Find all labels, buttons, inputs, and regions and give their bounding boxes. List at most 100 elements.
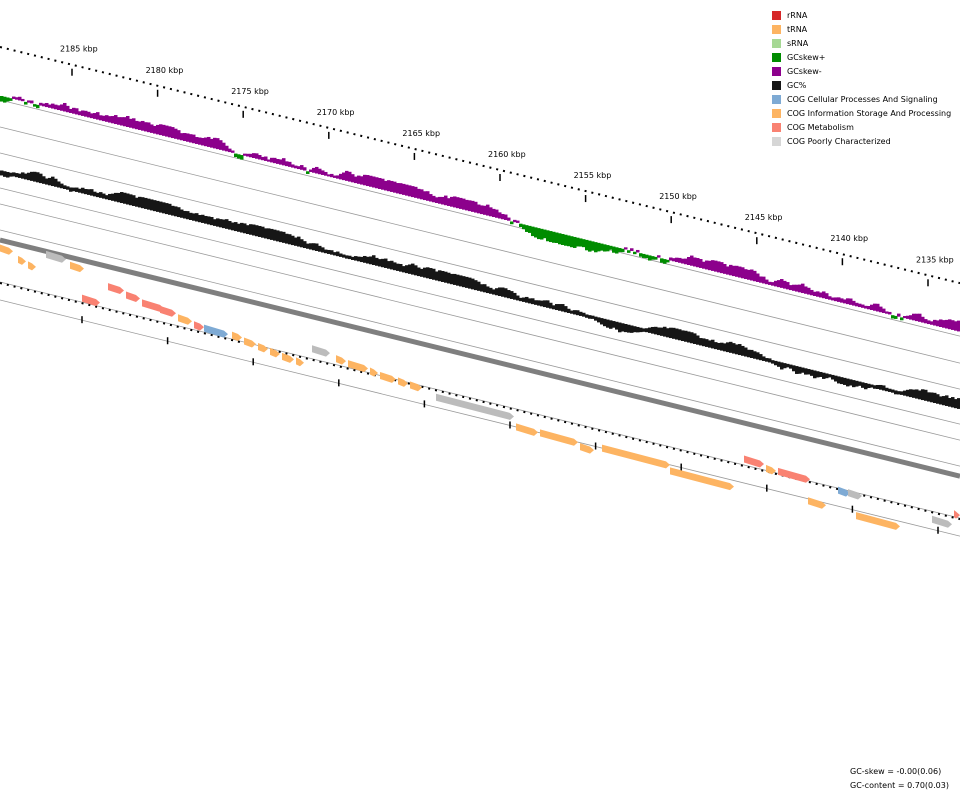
gc-content-bar <box>756 352 760 360</box>
gc-skew-plus-bar <box>528 225 532 233</box>
gc-skew-plus-bar <box>531 226 535 237</box>
gc-skew-minus-bar <box>768 281 772 285</box>
ring-line-5 <box>0 229 960 467</box>
gc-content-bar <box>456 274 460 286</box>
gc-content-bar <box>204 215 208 224</box>
tick-label: 2160 kbp <box>488 150 526 159</box>
gc-content-bar <box>18 173 22 178</box>
gc-skew-minus-bar <box>957 320 960 332</box>
gc-content-bar <box>783 363 787 369</box>
inner-scale-line <box>0 282 960 521</box>
gc-content-bar <box>354 256 358 261</box>
gc-skew-plus-bar <box>582 239 586 248</box>
gc-content-bar <box>669 327 673 339</box>
gc-skew-plus-bar <box>561 234 565 246</box>
gc-skew-minus-bar <box>495 209 499 218</box>
gc-content-bar <box>555 304 559 311</box>
gc-content-bar <box>552 305 556 310</box>
gc-content-bar <box>453 273 457 285</box>
gc-skew-minus-bar <box>936 320 940 327</box>
gc-content-bar <box>294 237 298 246</box>
gc-content-bar <box>849 379 853 386</box>
gc-skew-minus-bar <box>102 115 106 122</box>
gc-content-bar <box>909 389 913 398</box>
gc-skew-minus-bar <box>408 185 412 197</box>
gc-content-bar <box>648 327 652 333</box>
gc-content-bar <box>531 298 535 305</box>
gc-skew-minus-bar <box>918 313 922 322</box>
gc-content-bar <box>921 389 925 401</box>
gc-skew-minus-bar <box>231 150 235 153</box>
gc-skew-minus-bar <box>429 194 433 202</box>
gc-skew-plus-bar <box>597 242 601 252</box>
gc-content-bar <box>714 342 718 350</box>
gc-skew-minus-bar <box>765 279 769 285</box>
gcskew-plus-swatch <box>772 52 781 62</box>
gc-skew-plus-bar <box>570 236 574 248</box>
gc-content-bar <box>207 216 211 225</box>
gc-content-bar <box>159 201 163 213</box>
gc-content-bar <box>702 338 706 347</box>
gc-skew-minus-bar <box>762 276 766 284</box>
gc-skew-plus-bar <box>900 317 904 321</box>
gc-content-bar <box>579 311 583 316</box>
gc-content-bar <box>144 197 148 209</box>
gc-content-bar <box>0 170 4 176</box>
gc-skew-minus-bar <box>852 300 856 306</box>
gc-skew-minus-bar <box>114 115 118 125</box>
gc-skew-minus-bar <box>708 260 712 271</box>
gc-skew-minus-bar <box>831 297 835 301</box>
gc-skew-minus-bar <box>750 269 754 281</box>
legend-item-cog-cellular: COG Cellular Processes And Signaling <box>772 92 951 106</box>
gc-content-bar <box>75 187 79 192</box>
gc-skew-minus-bar <box>264 156 268 161</box>
gc-skew-plus-bar <box>522 224 526 230</box>
gene-feature <box>204 324 228 338</box>
gc-content-bar <box>213 219 217 226</box>
gc-skew-minus-bar <box>735 265 739 277</box>
gc-skew-minus-bar <box>279 159 283 165</box>
gc-content-bar <box>771 360 775 364</box>
gc-skew-minus-bar <box>471 200 475 212</box>
gc-skew-minus-bar <box>939 319 943 327</box>
gc-skew-minus-bar <box>387 180 391 192</box>
gc-skew-minus-bar <box>366 175 370 187</box>
gc-content-bar <box>366 256 370 264</box>
gc-content-bar <box>24 173 28 180</box>
gc-skew-minus-bar <box>228 148 232 153</box>
gene-feature <box>194 321 204 331</box>
gc-content-bar <box>444 271 448 283</box>
gc-skew-minus-bar <box>441 196 445 205</box>
gc-content-bar <box>189 212 193 220</box>
gc-content-bar <box>948 397 952 407</box>
gc-skew-minus-bar <box>330 173 334 178</box>
gc-skew-minus-bar <box>858 303 862 308</box>
gc-content-bar <box>117 192 121 203</box>
gc-skew-minus-bar <box>504 214 508 220</box>
gc-content-bar <box>567 308 571 313</box>
gc-skew-minus-bar <box>681 258 685 264</box>
legend-label: GCskew- <box>787 66 822 76</box>
gc-content-bar <box>597 317 601 323</box>
gene-feature <box>380 371 396 383</box>
gc-skew-minus-bar <box>930 321 934 325</box>
gc-skew-minus-bar <box>360 176 364 185</box>
gc-content-swatch <box>772 80 781 90</box>
gene-feature <box>178 314 192 325</box>
gc-skew-minus-bar <box>423 191 427 201</box>
gc-skew-minus-bar <box>834 297 838 302</box>
gc-skew-plus-bar <box>645 254 649 259</box>
gc-skew-minus-bar <box>516 220 520 223</box>
gc-skew-minus-bar <box>771 282 775 286</box>
gc-skew-minus-bar <box>486 204 490 216</box>
gc-content-bar <box>738 344 742 356</box>
gc-skew-minus-bar <box>732 265 736 277</box>
gc-skew-minus-bar <box>312 167 316 173</box>
tick-label: 2150 kbp <box>659 192 697 201</box>
gc-skew-minus-bar <box>786 282 790 290</box>
gc-skew-minus-bar <box>189 134 193 143</box>
gc-content-bar <box>882 385 886 391</box>
gc-skew-minus-bar <box>393 181 397 193</box>
gc-skew-plus-bar <box>594 242 598 253</box>
gc-content-bar <box>333 252 337 256</box>
